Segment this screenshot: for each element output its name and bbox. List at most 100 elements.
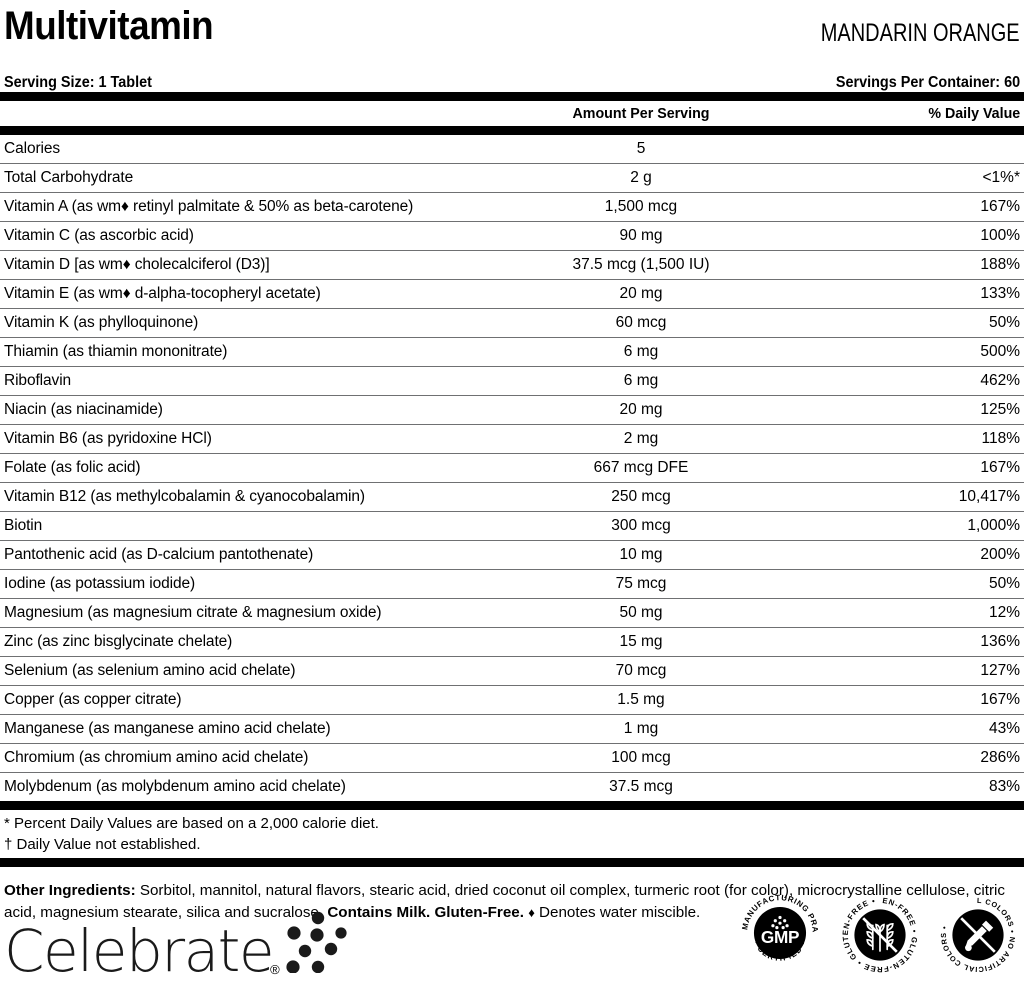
nutrient-daily-value: 188% [980,256,1020,273]
table-row: Manganese (as manganese amino acid chela… [0,715,1024,744]
table-row: Vitamin E (as wm♦ d-alpha-tocopheryl ace… [0,280,1024,309]
divider-thick-top [0,92,1024,101]
nutrient-name: Magnesium (as magnesium citrate & magnes… [4,604,382,621]
table-row: Riboflavin 6 mg 462% [0,367,1024,396]
table-row: Chromium (as chromium amino acid chelate… [0,744,1024,773]
nutrient-name: Zinc (as zinc bisglycinate chelate) [4,633,233,650]
label-header: Multivitamin MANDARIN ORANGE [0,0,1024,46]
nutrient-amount: 100 mcg [611,749,671,766]
table-row: Thiamin (as thiamin mononitrate) 6 mg 500% [0,338,1024,367]
nutrient-name: Folate (as folic acid) [4,459,141,476]
nutrient-amount: 2 mg [623,430,659,447]
nutrient-daily-value: 286% [980,749,1020,766]
table-row: Magnesium (as magnesium citrate & magnes… [0,599,1024,628]
table-row: Molybdenum (as molybdenum amino acid che… [0,773,1024,802]
nutrient-name: Vitamin D [as wm♦ cholecalciferol (D3)] [4,256,270,273]
nutrient-amount: 60 mcg [615,314,667,331]
nutrient-daily-value: 167% [980,459,1020,476]
nutrient-amount: 6 mg [623,343,659,360]
nutrient-amount: 90 mg [619,227,663,244]
nutrient-amount: 70 mcg [615,662,667,679]
nutrient-amount: 250 mcg [611,488,671,505]
table-row: Selenium (as selenium amino acid chelate… [0,657,1024,686]
nutrient-amount: 5 [636,140,646,157]
table-row: Vitamin A (as wm♦ retinyl palmitate & 50… [0,193,1024,222]
other-ingredients: Other Ingredients: Sorbitol, mannitol, n… [0,867,1024,924]
nutrient-daily-value: 12% [988,604,1020,621]
nutrient-amount: 75 mcg [615,575,667,592]
nutrient-daily-value: 136% [980,633,1020,650]
nutrient-daily-value: 167% [980,691,1020,708]
table-row: Vitamin D [as wm♦ cholecalciferol (D3)] 3… [0,251,1024,280]
table-row: Vitamin B12 (as methylcobalamin & cyanoc… [0,483,1024,512]
other-ingredients-body: Sorbitol, mannitol, natural flavors, ste… [4,882,1006,921]
table-row: Niacin (as niacinamide) 20 mg 125% [0,396,1024,425]
brand-name: Celebrate [4,917,275,985]
nutrient-daily-value: 462% [980,372,1020,389]
nutrient-name: Selenium (as selenium amino acid chelate… [4,662,296,679]
nutrient-amount: 37.5 mcg [609,778,673,795]
nutrient-daily-value: 118% [981,430,1021,447]
nutrient-amount: 15 mg [619,633,663,650]
nutrient-daily-value: 50% [988,575,1020,592]
nutrient-amount: 667 mcg DFE [593,459,689,476]
nutrient-daily-value: 500% [980,343,1020,360]
nutrient-name: Calories [4,140,61,157]
column-header-daily-value: % Daily Value [928,105,1021,122]
nutrient-daily-value: 83% [988,778,1020,795]
nutrient-name: Riboflavin [4,372,72,389]
table-row: Biotin 300 mcg 1,000% [0,512,1024,541]
svg-text:GMP: GMP [761,927,799,947]
other-ingredients-heading: Other Ingredients: [4,882,136,899]
nutrient-daily-value: 100% [980,227,1020,244]
table-row: Total Carbohydrate 2 g <1%* [0,164,1024,193]
nutrient-name: Vitamin A (as wm♦ retinyl palmitate & 50… [4,198,414,215]
table-row: Vitamin K (as phylloquinone) 60 mcg 50% [0,309,1024,338]
nutrient-amount: 1,500 mcg [604,198,678,215]
gluten-free-seal-icon: GLUTEN-FREE • GLUTEN-FREE • GLUTEN-FREE … [837,888,920,980]
nutrient-amount: 37.5 mcg (1,500 IU) [572,256,710,273]
nutrient-name: Pantothenic acid (as D-calcium pantothen… [4,546,314,563]
nutrient-daily-value: 125% [980,401,1020,418]
nutrient-name: Vitamin K (as phylloquinone) [4,314,199,331]
nutrient-amount: 10 mg [619,546,663,563]
nutrient-daily-value: 133% [980,285,1020,302]
nutrient-amount: 1 mg [623,720,659,737]
nutrient-amount: 20 mg [619,401,663,418]
serving-size: Serving Size: 1 Tablet [4,74,152,91]
nutrient-daily-value: 167% [980,198,1020,215]
table-row: Calories 5 [0,135,1024,164]
divider-thick-header [0,126,1024,135]
nutrient-daily-value: 10,417% [958,488,1020,505]
nutrient-name: Manganese (as manganese amino acid chela… [4,720,331,737]
nutrient-name: Vitamin B6 (as pyridoxine HCl) [4,430,212,447]
table-row: Vitamin B6 (as pyridoxine HCl) 2 mg 118% [0,425,1024,454]
nutrient-amount: 6 mg [623,372,659,389]
footnote-percent-daily-value: * Percent Daily Values are based on a 2,… [4,815,379,832]
servings-per-container: Servings Per Container: 60 [835,74,1020,91]
nutrient-name: Thiamin (as thiamin mononitrate) [4,343,228,360]
nutrient-daily-value: 50% [988,314,1020,331]
column-header-row: Amount Per Serving % Daily Value [0,101,1024,126]
table-row: Pantothenic acid (as D-calcium pantothen… [0,541,1024,570]
nutrient-daily-value: 200% [980,546,1020,563]
nutrient-daily-value: <1%* [982,169,1021,186]
nutrient-daily-value: 127% [980,662,1020,679]
table-row: Copper (as copper citrate) 1.5 mg 167% [0,686,1024,715]
nutrient-name: Chromium (as chromium amino acid chelate… [4,749,309,766]
table-row: Folate (as folic acid) 667 mcg DFE 167% [0,454,1024,483]
nutrient-name: Molybdenum (as molybdenum amino acid che… [4,778,346,795]
page-title: Multivitamin [4,4,214,48]
footnotes: * Percent Daily Values are based on a 2,… [0,810,1024,858]
nutrient-name: Vitamin C (as ascorbic acid) [4,227,194,244]
table-row: Iodine (as potassium iodide) 75 mcg 50% [0,570,1024,599]
nutrient-daily-value [770,135,1024,164]
gmp-certified-seal-icon: GOOD MANUFACTURING PRACTICE • CERTIFIED … [735,884,822,980]
certification-seals: GOOD MANUFACTURING PRACTICE • CERTIFIED … [735,884,1022,980]
nutrient-amount: 20 mg [619,285,663,302]
serving-info: Serving Size: 1 Tablet Servings Per Cont… [0,62,1024,92]
label-footer: Celebrate ® [0,878,1024,986]
flavor-name: MANDARIN ORANGE [821,19,1020,47]
no-artificial-colors-seal-icon: NO ARTIFICIAL COLORS • NO ARTIFICIAL COL… [935,888,1018,980]
